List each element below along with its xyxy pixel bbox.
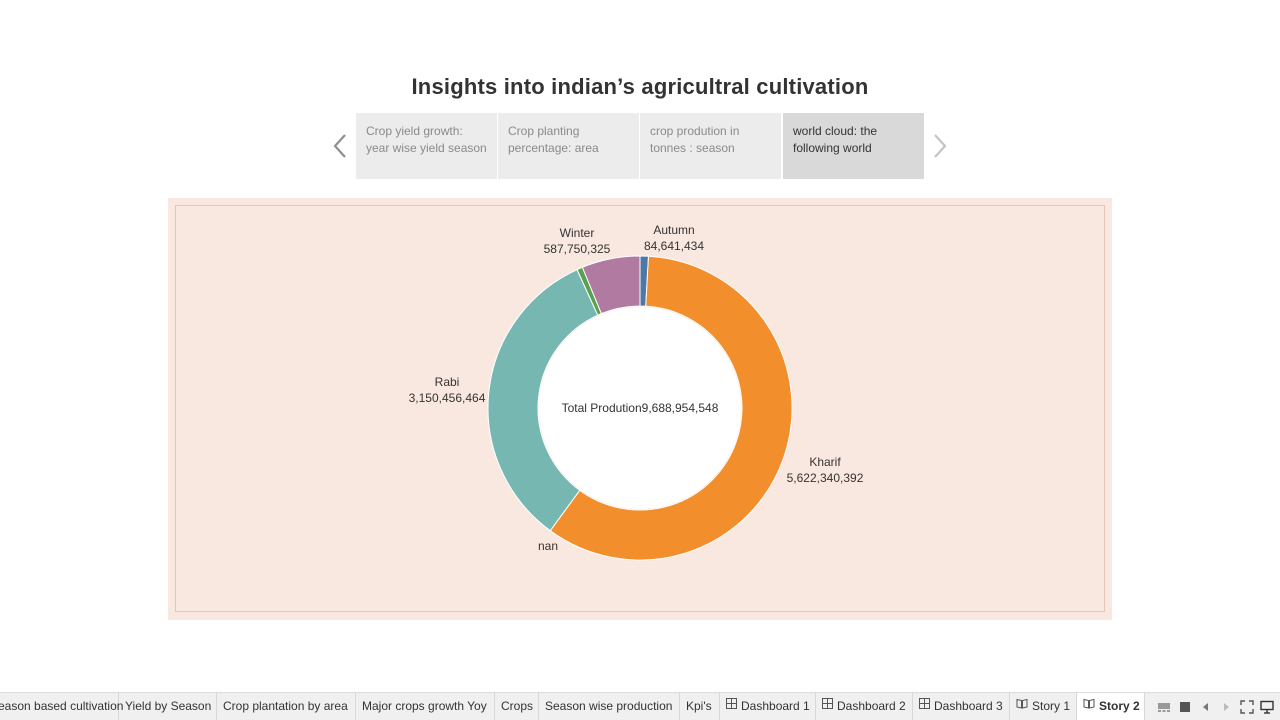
present-icon[interactable] bbox=[1260, 700, 1274, 714]
donut-hole bbox=[539, 307, 741, 509]
slice-label-name: Winter bbox=[560, 226, 595, 240]
sheet-tab-label: Kpi's bbox=[686, 699, 712, 713]
donut-slice-rabi[interactable] bbox=[487, 268, 599, 532]
story-point-2[interactable]: crop prodution in tonnes : season bbox=[640, 113, 781, 179]
dashboard-icon bbox=[919, 692, 930, 719]
story-point-caption: world cloud: the following world bbox=[793, 124, 878, 155]
sheet-tab-major-crops-growth-yoy[interactable]: Major crops growth Yoy bbox=[356, 693, 495, 720]
story-point-caption: Crop yield growth: year wise yield seaso… bbox=[366, 124, 487, 155]
slice-label-name: Rabi bbox=[435, 375, 460, 389]
sheet-tab-label: Dashboard 2 bbox=[837, 699, 906, 713]
sheet-tab-crops[interactable]: Crops bbox=[495, 693, 539, 720]
prev-story-point-button[interactable] bbox=[329, 130, 351, 162]
sheet-tab-story-2[interactable]: Story 2 bbox=[1077, 693, 1145, 720]
sheet-tab-label: Major crops growth Yoy bbox=[362, 699, 487, 713]
donut-slice-winter[interactable] bbox=[581, 255, 641, 315]
sheet-tab-label: Yield by Season bbox=[125, 699, 212, 713]
chevron-left-icon bbox=[333, 134, 346, 158]
sheet-tab-label: Story 1 bbox=[1032, 699, 1071, 713]
visualization-container: Autumn 84,641,434 Kharif 5,622,340,392 Rabi 3… bbox=[168, 198, 1112, 620]
sheet-tab-dashboard-1[interactable]: Dashboard 1 bbox=[720, 693, 816, 720]
story-point-0[interactable]: Crop yield growth: year wise yield seaso… bbox=[356, 113, 497, 179]
sheet-tab-label: Season wise production bbox=[545, 699, 673, 713]
story-title: Insights into indian’s agricultral culti… bbox=[411, 74, 869, 99]
story-point-caption: crop prodution in tonnes : season bbox=[650, 124, 740, 155]
donut-chart: Autumn 84,641,434 Kharif 5,622,340,392 Rabi 3… bbox=[409, 223, 864, 561]
slice-label-name: Kharif bbox=[809, 455, 841, 469]
sheet-tab-story-1[interactable]: Story 1 bbox=[1010, 693, 1077, 720]
story-point-1[interactable]: Crop planting percentage: area bbox=[498, 113, 639, 179]
slice-label-value: 587,750,325 bbox=[544, 242, 611, 256]
sheet-tab-label: Story 2 bbox=[1099, 699, 1140, 713]
next-story-point-button[interactable] bbox=[929, 130, 951, 162]
sheet-tab-dashboard-3[interactable]: Dashboard 3 bbox=[913, 693, 1010, 720]
sheet-tab-crop-plantation-by-area[interactable]: Crop plantation by area bbox=[217, 693, 356, 720]
fullscreen-icon[interactable] bbox=[1240, 700, 1254, 714]
sheet-tab-label: Crop plantation by area bbox=[223, 699, 348, 713]
dashboard-icon bbox=[822, 692, 833, 719]
story-icon bbox=[1016, 692, 1028, 719]
sheet-tab-bar: Season based cultivation Yield by Season C… bbox=[0, 692, 1280, 720]
filmstrip-icon[interactable] bbox=[1157, 700, 1171, 714]
slice-label-nan: nan bbox=[538, 539, 558, 553]
story-icon bbox=[1083, 692, 1095, 719]
story-point-3[interactable]: world cloud: the following world bbox=[783, 113, 924, 179]
slice-label-value: 84,641,434 bbox=[644, 239, 704, 253]
slice-label-value: 5,622,340,392 bbox=[787, 471, 864, 485]
chevron-right-icon bbox=[934, 134, 947, 158]
sheet-tab-label: Dashboard 1 bbox=[741, 699, 810, 713]
sheet-tab-season-wise-production[interactable]: Season wise production bbox=[539, 693, 680, 720]
next-sheet-icon[interactable] bbox=[1219, 700, 1233, 714]
grid-icon[interactable] bbox=[1178, 700, 1192, 714]
slice-label-value: 3,150,456,464 bbox=[409, 391, 486, 405]
story-point-caption: Crop planting percentage: area bbox=[508, 124, 599, 155]
sheet-tab-yield-by-season[interactable]: Yield by Season bbox=[119, 693, 217, 720]
sheet-tab-dashboard-2[interactable]: Dashboard 2 bbox=[816, 693, 913, 720]
dashboard-icon bbox=[726, 692, 737, 719]
slice-label-name: Autumn bbox=[653, 223, 694, 237]
prev-sheet-icon[interactable] bbox=[1199, 700, 1213, 714]
sheet-tab-kpi-s[interactable]: Kpi's bbox=[680, 693, 720, 720]
donut-slice-kharif[interactable] bbox=[549, 255, 793, 561]
donut-center-label: Total Prodution9,688,954,548 bbox=[562, 401, 719, 415]
visualization-frame bbox=[175, 205, 1105, 612]
sheet-tab-label: Crops bbox=[501, 699, 534, 713]
sheet-tab-season-based-cultivation[interactable]: Season based cultivation bbox=[0, 693, 123, 720]
sheet-tab-label: Season based cultivation bbox=[0, 699, 124, 713]
sheet-tab-label: Dashboard 3 bbox=[934, 699, 1003, 713]
